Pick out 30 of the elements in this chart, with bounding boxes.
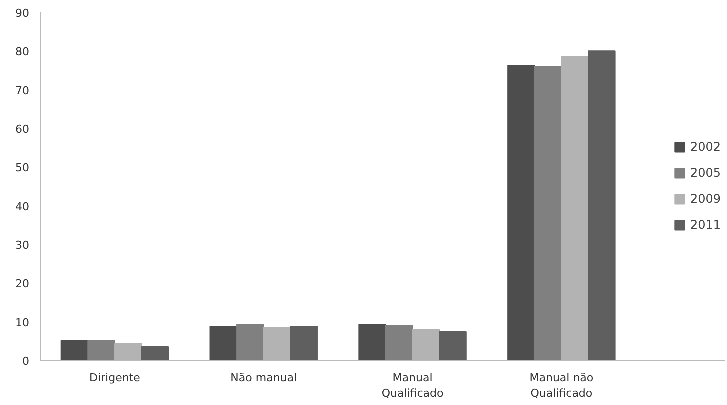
y-tick-label: 30 — [16, 239, 30, 252]
y-tick-label: 60 — [16, 123, 30, 136]
bar — [385, 325, 414, 360]
bar — [290, 326, 318, 360]
bar — [534, 66, 562, 360]
y-tick-label: 0 — [22, 355, 30, 368]
bar — [141, 346, 170, 360]
y-tick-label: 20 — [16, 278, 30, 291]
x-tick-label: Manual Qualificado — [382, 372, 444, 400]
x-tick-label: Dirigente — [90, 372, 141, 384]
legend-label: 2002 — [690, 140, 721, 154]
y-tick-label: 70 — [16, 84, 30, 98]
bar — [88, 340, 116, 360]
bar — [236, 324, 264, 360]
legend-label: 2011 — [690, 218, 721, 232]
legend-label: 2009 — [690, 192, 721, 206]
bar — [60, 340, 89, 360]
bar — [210, 326, 238, 360]
y-tick-label: 80 — [16, 46, 30, 59]
x-tick-label: Manual não Qualificado — [530, 372, 594, 400]
x-tick-label: Não manual — [230, 372, 298, 384]
bar — [358, 324, 386, 360]
bar — [508, 64, 536, 360]
bar — [588, 50, 616, 360]
legend-label: 2005 — [690, 166, 721, 180]
y-tick-label: 10 — [16, 316, 30, 330]
bar — [439, 331, 467, 360]
y-tick-label: 90 — [16, 7, 30, 20]
y-tick-label: 40 — [16, 200, 30, 214]
y-tick-label: 50 — [16, 162, 30, 175]
